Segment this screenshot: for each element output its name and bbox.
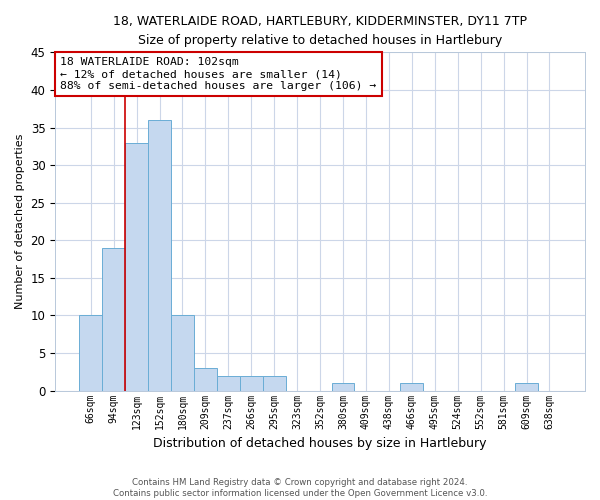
Text: 18 WATERLAIDE ROAD: 102sqm
← 12% of detached houses are smaller (14)
88% of semi: 18 WATERLAIDE ROAD: 102sqm ← 12% of deta… (61, 58, 377, 90)
Bar (515, 383, 538, 390)
Bar (400, 383, 423, 390)
X-axis label: Distribution of detached houses by size in Hartlebury: Distribution of detached houses by size … (154, 437, 487, 450)
Bar (125, 142, 148, 390)
Bar (171, 316, 194, 390)
Bar (263, 376, 286, 390)
Bar (194, 368, 217, 390)
Bar (217, 376, 240, 390)
Bar (79, 316, 102, 390)
Bar (102, 248, 125, 390)
Text: Contains HM Land Registry data © Crown copyright and database right 2024.
Contai: Contains HM Land Registry data © Crown c… (113, 478, 487, 498)
Bar (148, 120, 171, 390)
Bar (240, 376, 263, 390)
Title: 18, WATERLAIDE ROAD, HARTLEBURY, KIDDERMINSTER, DY11 7TP
Size of property relati: 18, WATERLAIDE ROAD, HARTLEBURY, KIDDERM… (113, 15, 527, 47)
Y-axis label: Number of detached properties: Number of detached properties (15, 134, 25, 309)
Bar (332, 383, 355, 390)
